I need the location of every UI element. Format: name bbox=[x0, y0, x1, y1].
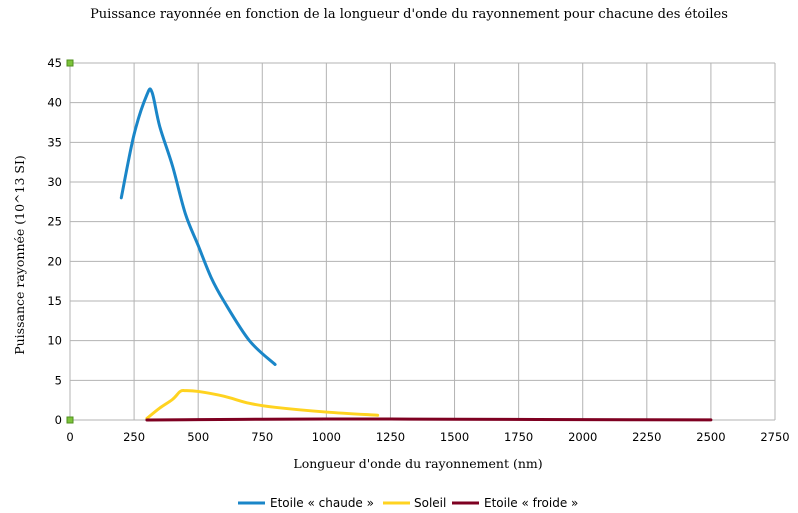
x-axis-title: Longueur d'onde du rayonnement (nm) bbox=[293, 456, 542, 471]
y-tick-label: 0 bbox=[55, 413, 62, 427]
x-tick-label: 1000 bbox=[312, 430, 341, 444]
y-tick-label: 30 bbox=[47, 175, 62, 189]
legend-label: Etoile « chaude » bbox=[270, 496, 374, 510]
x-tick-label: 1750 bbox=[504, 430, 533, 444]
y-tick-label: 15 bbox=[47, 294, 62, 308]
y-tick-label: 10 bbox=[47, 334, 62, 348]
chart-title: Puissance rayonnée en fonction de la lon… bbox=[90, 7, 728, 22]
x-tick-label: 1500 bbox=[440, 430, 469, 444]
plot-corner-handle bbox=[66, 59, 74, 67]
x-tick-label: 750 bbox=[251, 430, 273, 444]
x-tick-label: 0 bbox=[66, 430, 73, 444]
legend-label: Soleil bbox=[414, 496, 446, 510]
y-axis-title: Puissance rayonnée (10^13 SI) bbox=[12, 155, 27, 355]
x-tick-label: 2250 bbox=[632, 430, 661, 444]
y-tick-label: 40 bbox=[47, 96, 62, 110]
plot-corner-handle bbox=[66, 416, 74, 424]
legend: Etoile « chaude » Soleil Etoile « froide » bbox=[238, 496, 578, 510]
x-tick-label: 250 bbox=[123, 430, 145, 444]
series-line bbox=[145, 417, 713, 422]
grid bbox=[66, 59, 776, 424]
x-tick-label: 2500 bbox=[696, 430, 725, 444]
series-line bbox=[145, 388, 380, 420]
y-tick-label: 35 bbox=[47, 135, 62, 149]
y-tick-label: 20 bbox=[47, 254, 62, 268]
legend-label: Etoile « froide » bbox=[484, 496, 578, 510]
series-lines bbox=[119, 87, 713, 422]
y-tick-label: 45 bbox=[47, 56, 62, 70]
y-tick-label: 5 bbox=[55, 373, 62, 387]
y-tick-label: 25 bbox=[47, 215, 62, 229]
x-tick-label: 1250 bbox=[376, 430, 405, 444]
tick-labels: 0 5 10 15 20 25 30 35 40 45 0 250 500 750 1000 1250 1500… bbox=[47, 56, 789, 444]
x-tick-label: 2750 bbox=[760, 430, 789, 444]
x-tick-label: 2000 bbox=[568, 430, 597, 444]
series-line bbox=[119, 87, 277, 366]
x-tick-label: 500 bbox=[187, 430, 209, 444]
